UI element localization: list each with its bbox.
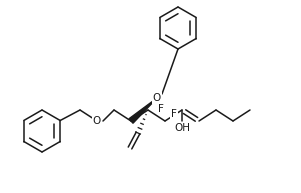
Text: F: F: [158, 104, 164, 114]
Polygon shape: [129, 98, 157, 123]
Text: F: F: [171, 109, 177, 119]
Text: OH: OH: [174, 123, 190, 133]
Text: O: O: [93, 116, 101, 126]
Text: O: O: [153, 93, 161, 103]
